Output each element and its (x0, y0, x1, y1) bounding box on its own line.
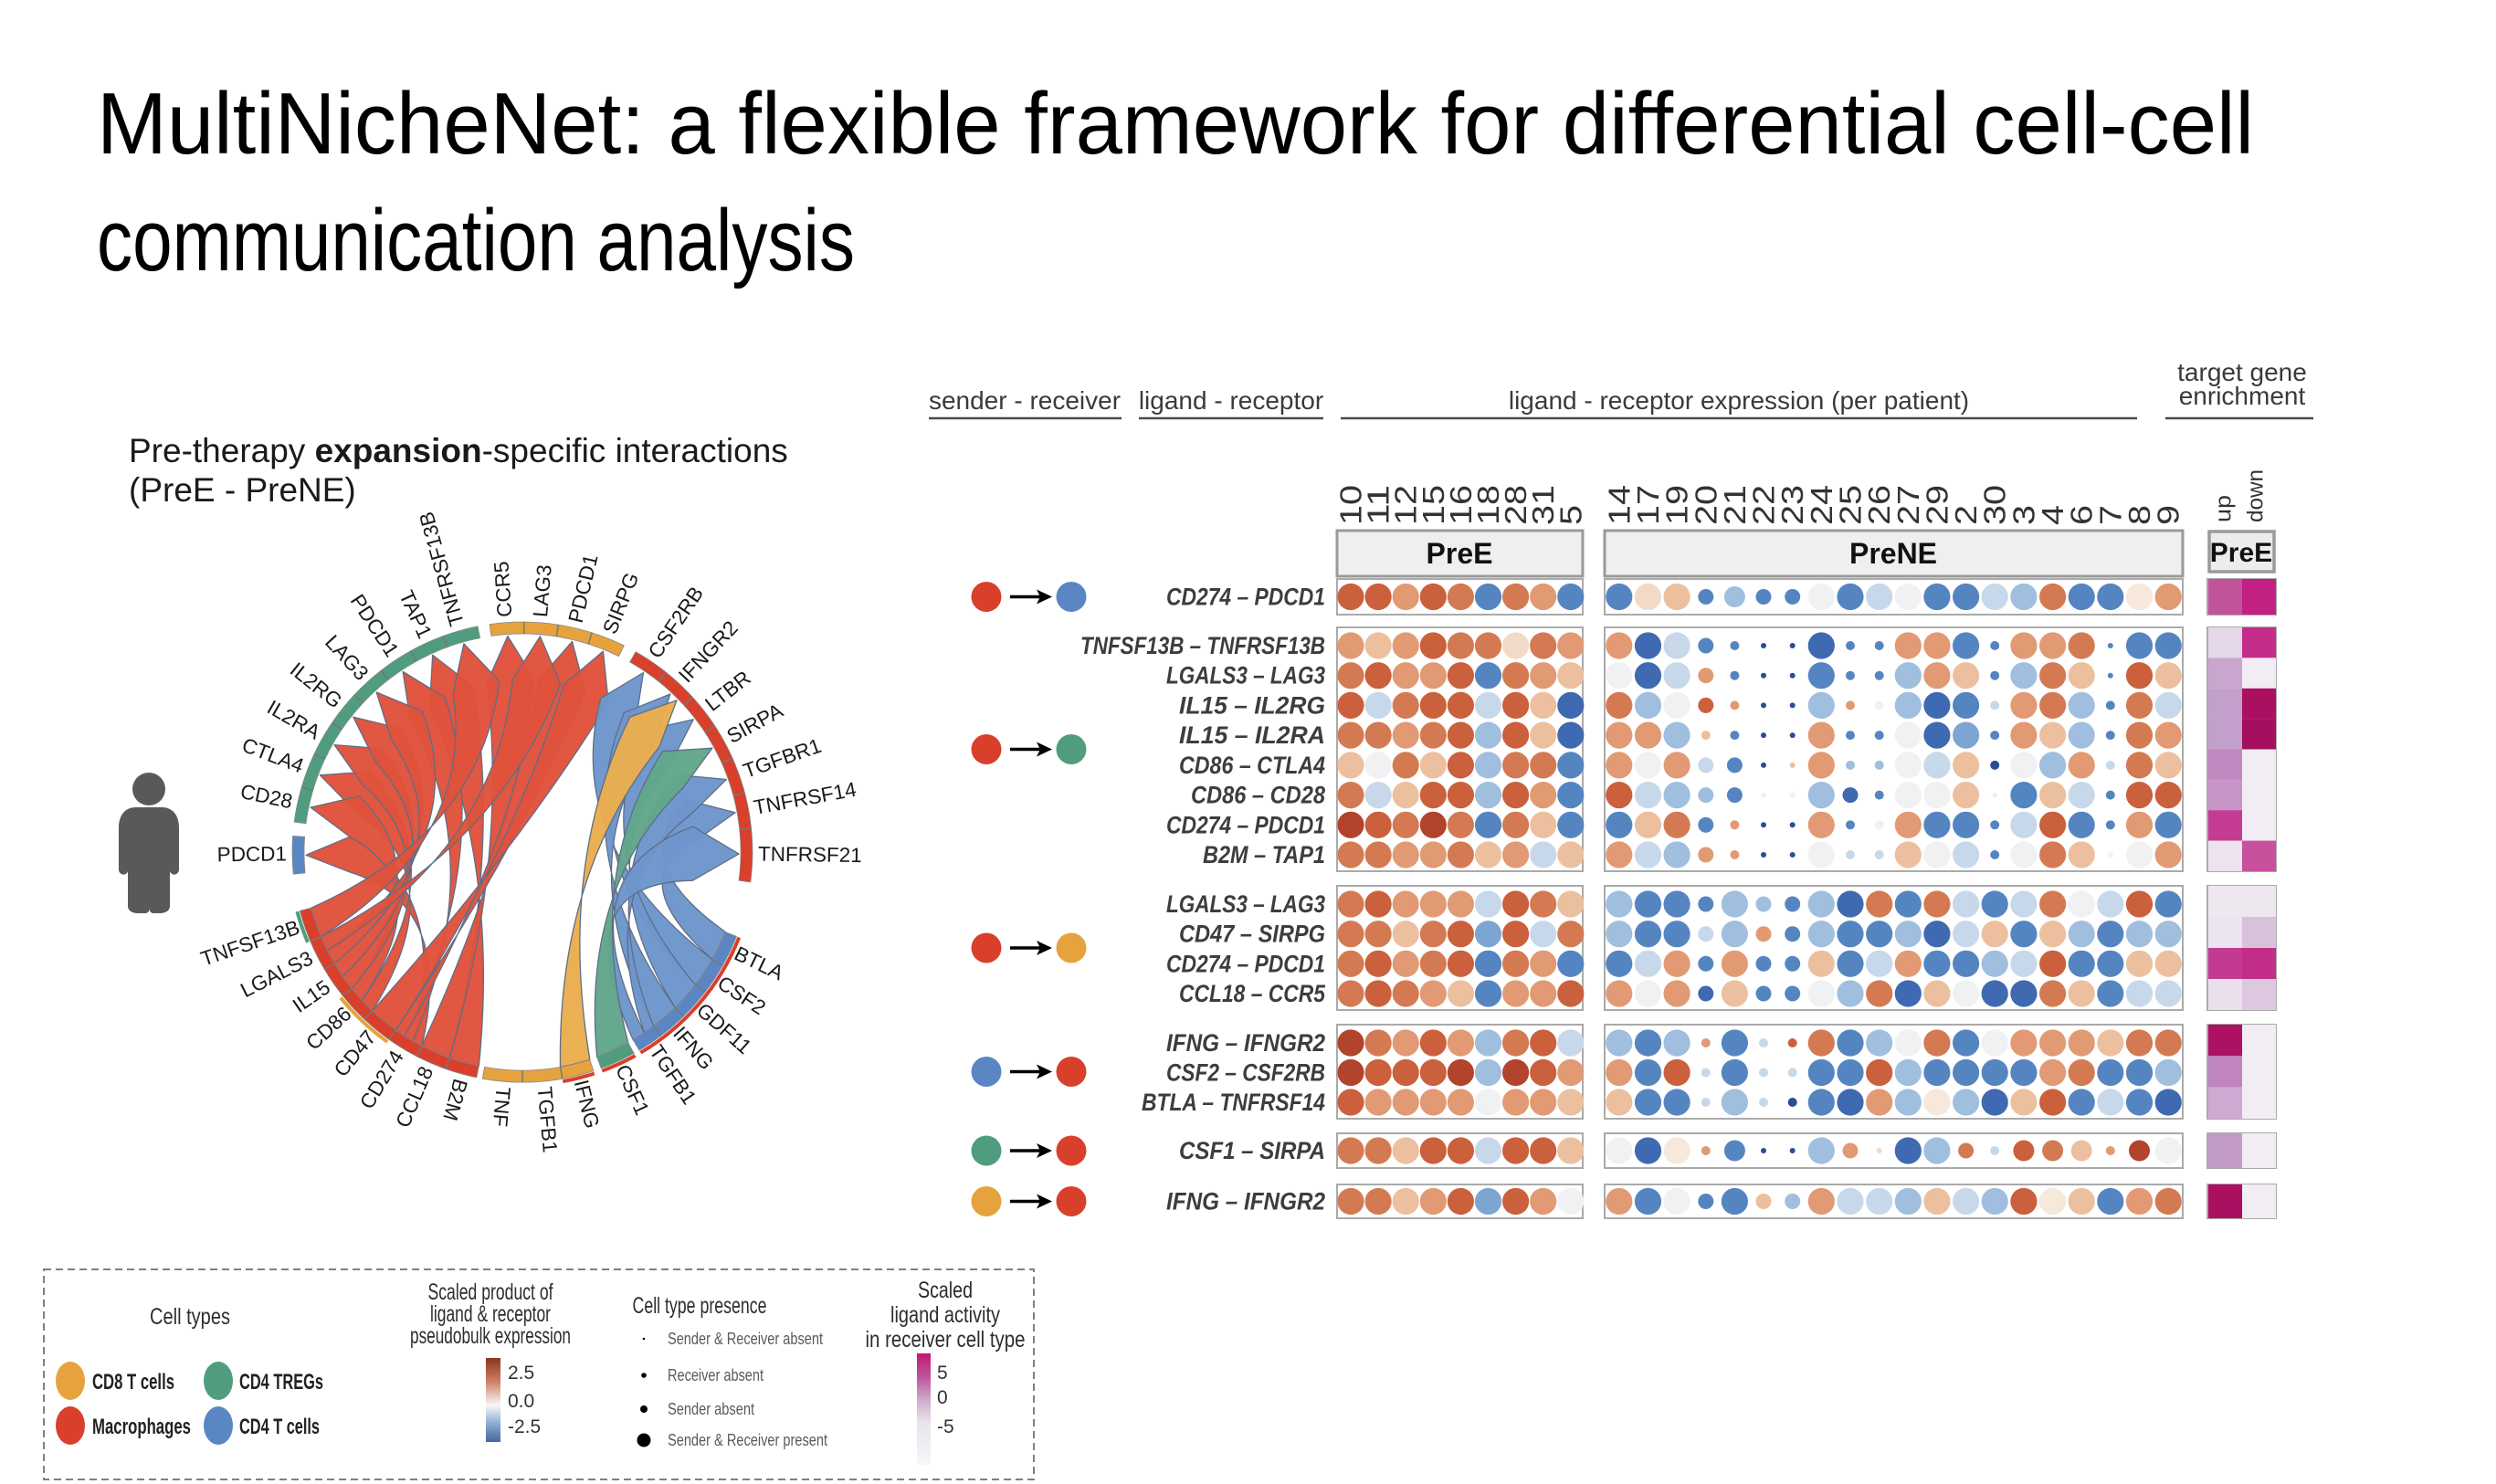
svg-text:in receiver cell type: in receiver cell type (866, 1327, 1026, 1352)
svg-text:21: 21 (1718, 485, 1752, 525)
svg-text:up: up (2212, 495, 2237, 522)
svg-text:CD8 T cells: CD8 T cells (92, 1370, 174, 1395)
svg-text:5: 5 (1553, 505, 1587, 525)
svg-text:8: 8 (2122, 505, 2156, 525)
svg-text:29: 29 (1920, 485, 1954, 525)
svg-text:6: 6 (2065, 505, 2099, 525)
svg-text:sender - receiver: sender - receiver (929, 386, 1121, 415)
svg-text:ligand - receptor expression (: ligand - receptor expression (per patien… (1509, 386, 1969, 415)
svg-text:IFNG – IFNGR2: IFNG – IFNGR2 (1166, 1029, 1325, 1057)
svg-text:TNFRSF21: TNFRSF21 (758, 843, 862, 868)
svg-text:CD4 T cells: CD4 T cells (239, 1415, 320, 1439)
svg-text:20: 20 (1689, 485, 1722, 525)
svg-text:Scaled product of: Scaled product of (428, 1279, 553, 1305)
svg-text:IL15 – IL2RA: IL15 – IL2RA (1179, 721, 1325, 749)
svg-text:3: 3 (2006, 505, 2040, 525)
svg-text:pseudobulk expression: pseudobulk expression (410, 1323, 571, 1349)
svg-text:ligand & receptor: ligand & receptor (430, 1301, 551, 1327)
svg-text:CD274 – PDCD1: CD274 – PDCD1 (1166, 811, 1325, 838)
svg-text:CD4 TREGs: CD4 TREGs (239, 1370, 323, 1395)
svg-text:25: 25 (1834, 485, 1868, 525)
svg-text:CD47 – SIRPG: CD47 – SIRPG (1179, 921, 1325, 948)
svg-text:28: 28 (1499, 485, 1532, 525)
svg-text:ligand activity: ligand activity (890, 1302, 1000, 1328)
svg-text:CD86 – CTLA4: CD86 – CTLA4 (1179, 752, 1325, 779)
svg-text:30: 30 (1978, 485, 2012, 525)
svg-text:Pre-therapy expansion-specific: Pre-therapy expansion-specific interacti… (129, 432, 788, 469)
svg-text:Sender & Receiver absent: Sender & Receiver absent (668, 1330, 823, 1348)
svg-text:18: 18 (1471, 485, 1505, 525)
svg-text:-5: -5 (937, 1416, 954, 1437)
svg-text:5: 5 (937, 1363, 948, 1384)
svg-text:2: 2 (1949, 505, 1983, 525)
svg-text:CD274 – PDCD1: CD274 – PDCD1 (1166, 950, 1325, 977)
svg-text:9: 9 (2152, 505, 2185, 525)
svg-text:PDCD1: PDCD1 (217, 842, 288, 866)
svg-text:14: 14 (1602, 485, 1636, 525)
svg-text:15: 15 (1417, 485, 1450, 525)
svg-text:IFNG – IFNGR2: IFNG – IFNGR2 (1166, 1188, 1325, 1216)
svg-text:26: 26 (1862, 485, 1896, 525)
svg-text:BTLA – TNFRSF14: BTLA – TNFRSF14 (1142, 1089, 1325, 1116)
svg-text:LGALS3 – LAG3: LGALS3 – LAG3 (1166, 890, 1325, 918)
svg-text:4: 4 (2036, 505, 2069, 525)
svg-text:Sender absent: Sender absent (668, 1400, 754, 1418)
svg-text:MultiNicheNet: a flexible fram: MultiNicheNet: a flexible framework for … (97, 75, 2254, 173)
svg-text:CCR5: CCR5 (490, 561, 516, 618)
svg-text:PreE: PreE (2210, 538, 2272, 568)
svg-text:B2M – TAP1: B2M – TAP1 (1203, 841, 1325, 868)
svg-text:Macrophages: Macrophages (92, 1415, 191, 1439)
svg-text:31: 31 (1526, 485, 1560, 525)
svg-text:CSF2 – CSF2RB: CSF2 – CSF2RB (1166, 1059, 1325, 1087)
svg-text:16: 16 (1444, 485, 1478, 525)
svg-text:CD274 – PDCD1: CD274 – PDCD1 (1166, 584, 1325, 611)
svg-text:7: 7 (2093, 505, 2127, 525)
svg-text:CD86 – CD28: CD86 – CD28 (1191, 782, 1325, 809)
svg-text:22: 22 (1747, 485, 1781, 525)
svg-text:27: 27 (1891, 485, 1925, 525)
svg-text:LAG3: LAG3 (529, 563, 556, 617)
svg-text:Scaled: Scaled (918, 1278, 973, 1303)
svg-text:0: 0 (937, 1387, 948, 1408)
svg-text:2.5: 2.5 (508, 1363, 534, 1384)
svg-text:Cell types: Cell types (150, 1304, 230, 1330)
svg-text:communication analysis: communication analysis (97, 192, 855, 289)
svg-text:10: 10 (1334, 485, 1368, 525)
svg-text:IL15 – IL2RG: IL15 – IL2RG (1179, 691, 1325, 719)
svg-text:12: 12 (1389, 485, 1423, 525)
svg-text:24: 24 (1805, 485, 1838, 525)
svg-text:target gene: target gene (2177, 358, 2307, 386)
svg-text:PreNE: PreNE (1849, 537, 1937, 570)
svg-text:CSF1 – SIRPA: CSF1 – SIRPA (1179, 1137, 1325, 1164)
svg-text:TNFSF13B – TNFRSF13B: TNFSF13B – TNFRSF13B (1080, 632, 1325, 659)
svg-text:down: down (2244, 469, 2269, 522)
svg-text:19: 19 (1660, 485, 1694, 525)
svg-text:TNF: TNF (489, 1086, 515, 1128)
svg-text:CCL18 – CCR5: CCL18 – CCR5 (1179, 980, 1326, 1007)
svg-text:enrichment: enrichment (2179, 382, 2306, 410)
svg-text:PreE: PreE (1427, 537, 1493, 570)
svg-text:0.0: 0.0 (508, 1391, 534, 1412)
svg-text:Cell type presence: Cell type presence (633, 1293, 767, 1319)
svg-text:23: 23 (1775, 485, 1809, 525)
svg-text:-2.5: -2.5 (508, 1416, 541, 1437)
svg-text:17: 17 (1631, 485, 1665, 525)
svg-text:LGALS3 – LAG3: LGALS3 – LAG3 (1166, 662, 1325, 689)
svg-text:ligand - receptor: ligand - receptor (1139, 386, 1323, 415)
svg-text:11: 11 (1362, 485, 1395, 525)
svg-text:Receiver absent: Receiver absent (668, 1366, 764, 1384)
svg-text:Sender & Receiver present: Sender & Receiver present (668, 1431, 827, 1449)
svg-text:(PreE - PreNE): (PreE - PreNE) (129, 471, 356, 509)
